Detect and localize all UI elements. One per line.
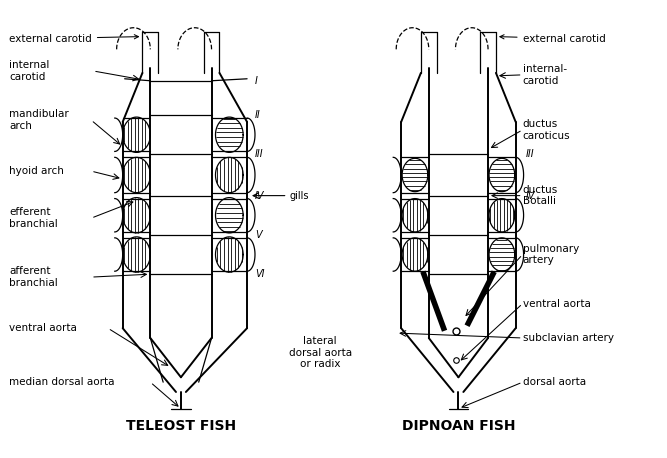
Text: mandibular
arch: mandibular arch bbox=[9, 109, 69, 131]
Text: afferent
branchial: afferent branchial bbox=[9, 266, 58, 288]
Text: hyoid arch: hyoid arch bbox=[9, 166, 64, 176]
Text: ductus
Botalli: ductus Botalli bbox=[523, 185, 558, 207]
Text: III: III bbox=[255, 149, 263, 159]
Text: gills: gills bbox=[289, 191, 309, 201]
Text: I: I bbox=[255, 76, 258, 86]
Text: subclavian artery: subclavian artery bbox=[523, 333, 614, 343]
Text: external carotid: external carotid bbox=[9, 33, 139, 44]
Text: VI: VI bbox=[255, 269, 265, 279]
Text: DIPNOAN FISH: DIPNOAN FISH bbox=[402, 420, 515, 433]
Text: efferent
branchial: efferent branchial bbox=[9, 207, 58, 229]
Text: TELEOST FISH: TELEOST FISH bbox=[126, 420, 236, 433]
Text: internal
carotid: internal carotid bbox=[9, 60, 49, 82]
Text: internal-
carotid: internal- carotid bbox=[523, 64, 567, 86]
Text: IV: IV bbox=[255, 191, 265, 201]
Text: pulmonary
artery: pulmonary artery bbox=[523, 244, 579, 265]
Text: ventral aorta: ventral aorta bbox=[9, 323, 77, 333]
Text: ductus
caroticus: ductus caroticus bbox=[523, 119, 570, 141]
Text: median dorsal aorta: median dorsal aorta bbox=[9, 377, 115, 387]
Text: V: V bbox=[255, 230, 261, 240]
Text: lateral
dorsal aorta
or radix: lateral dorsal aorta or radix bbox=[289, 336, 352, 369]
Text: dorsal aorta: dorsal aorta bbox=[523, 377, 586, 387]
Text: II: II bbox=[255, 110, 261, 120]
Text: III: III bbox=[526, 149, 534, 159]
Text: IV: IV bbox=[526, 191, 535, 201]
Text: external carotid: external carotid bbox=[500, 33, 606, 44]
Text: ventral aorta: ventral aorta bbox=[523, 299, 590, 309]
